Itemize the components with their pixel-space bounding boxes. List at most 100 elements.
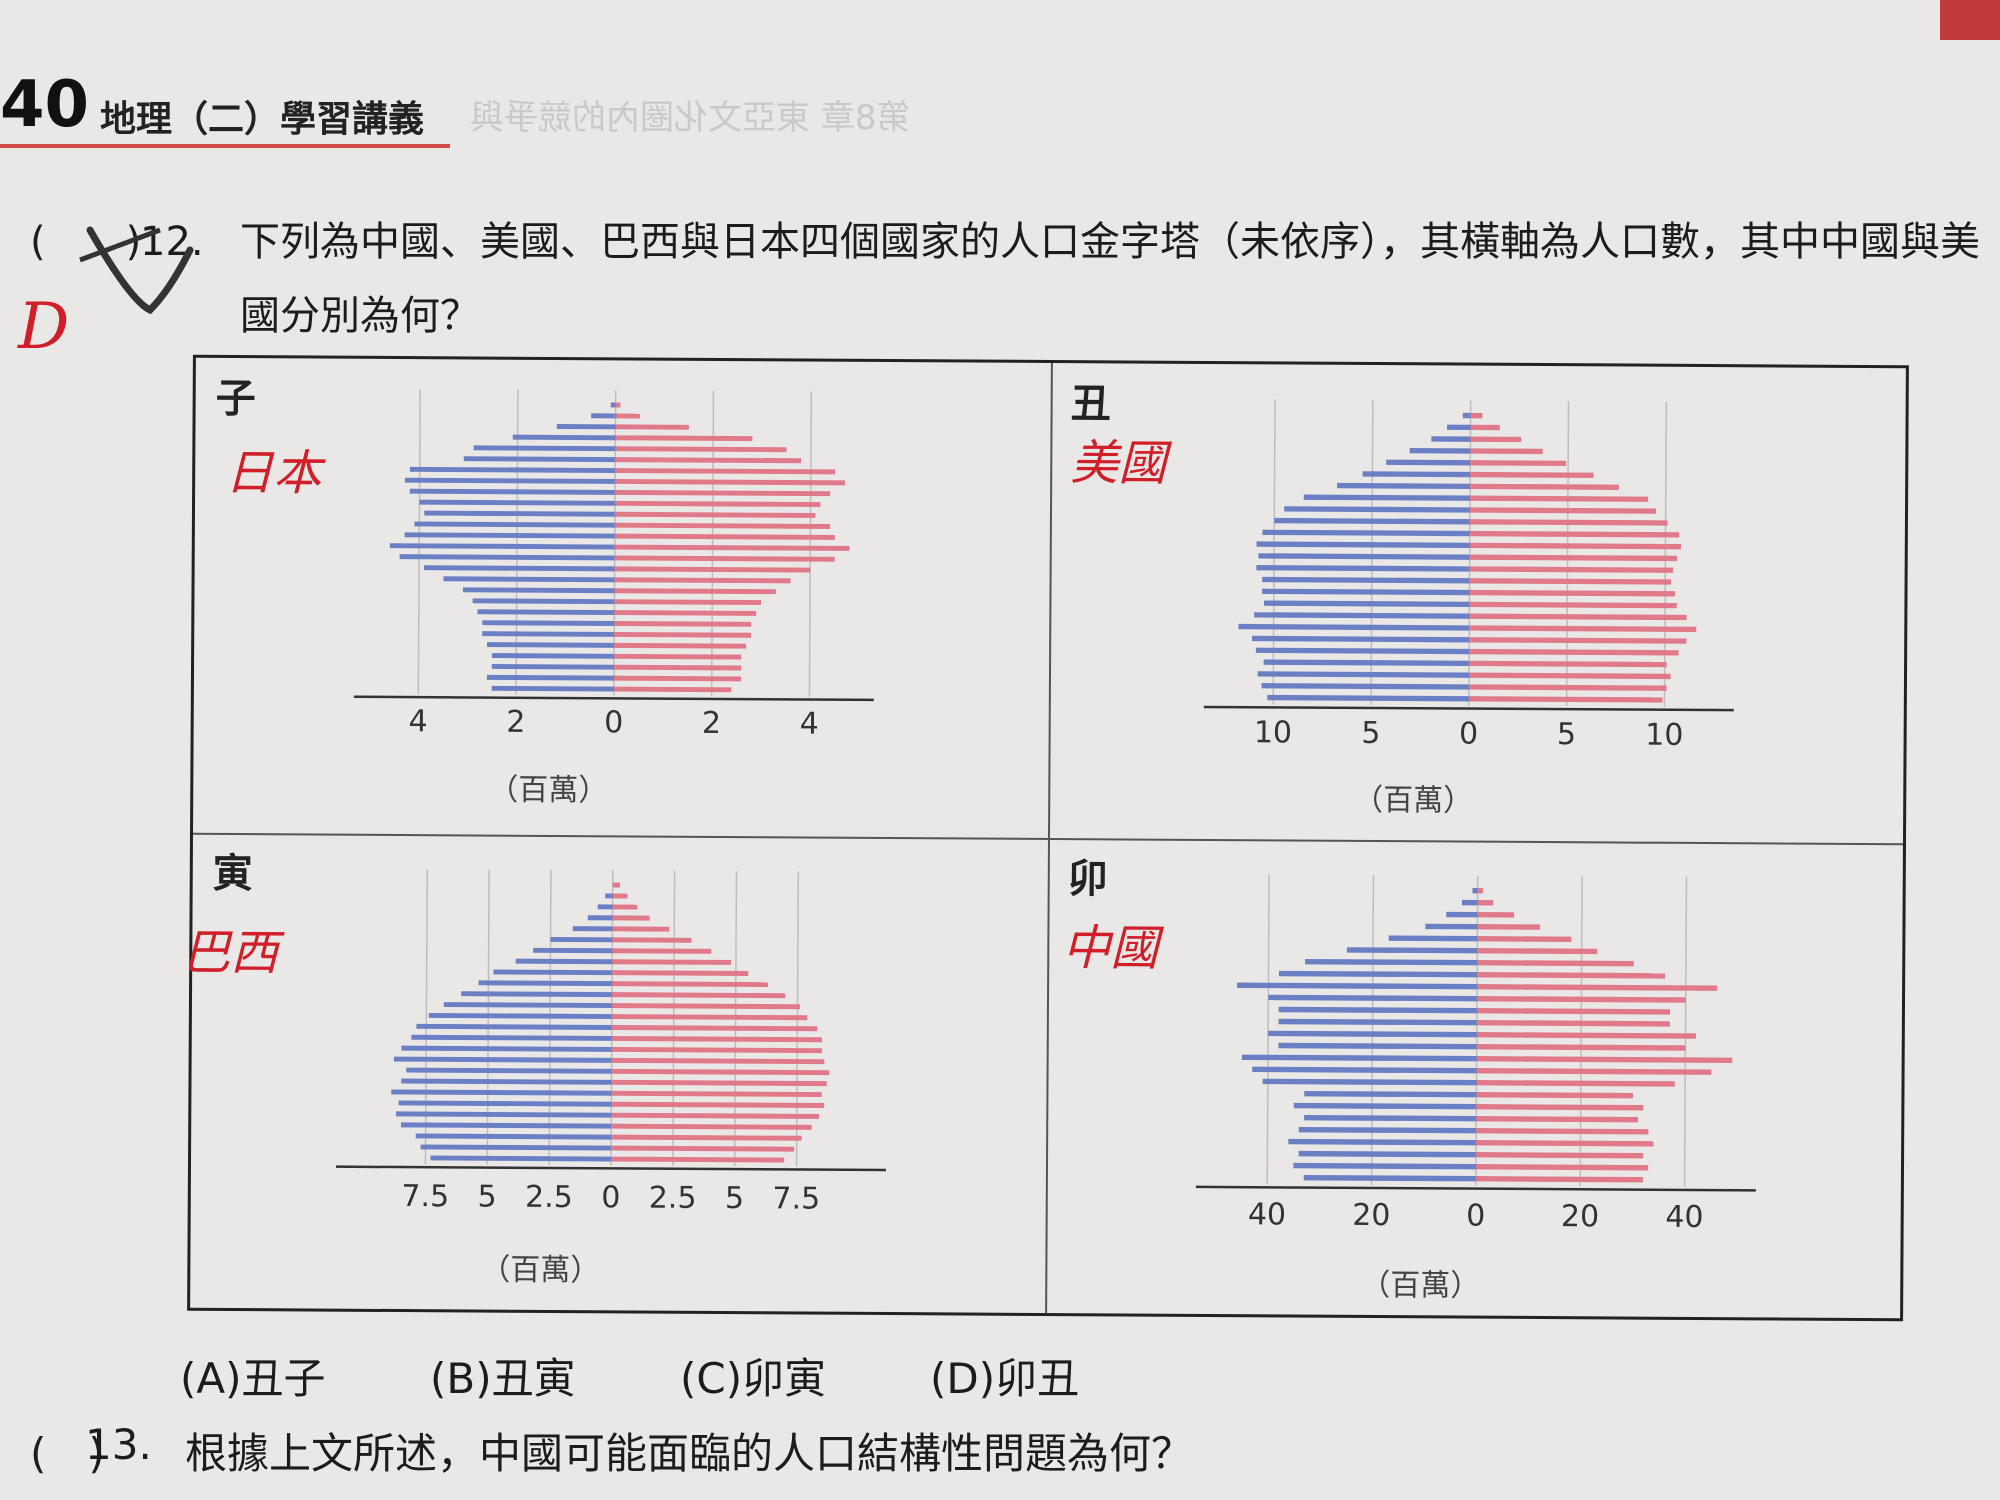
female-bar xyxy=(611,1046,822,1054)
female-bar xyxy=(1476,1092,1633,1099)
gridline xyxy=(1272,399,1276,705)
male-bar xyxy=(414,521,615,528)
pyramid-panel-mao: 40 20 0 20 40 卯 中國 （百萬） xyxy=(1045,838,1903,1318)
male-bar xyxy=(572,926,613,932)
question-number: 12. xyxy=(140,219,204,265)
male-bar xyxy=(419,499,616,506)
x-tick-label: 5 xyxy=(725,1181,744,1216)
male-bar xyxy=(1293,1162,1477,1170)
female-bar xyxy=(1475,1176,1643,1183)
male-bar xyxy=(406,1067,612,1074)
pyramid-panel-chou: 10 5 0 5 10 丑 美國 （百萬） xyxy=(1048,363,1906,843)
option-c[interactable]: (C)卯寅 xyxy=(680,1354,827,1403)
male-bar xyxy=(493,969,613,976)
male-bar xyxy=(1305,958,1478,966)
female-bar xyxy=(611,1145,795,1152)
male-bar xyxy=(1388,935,1478,942)
female-bar xyxy=(1476,1140,1654,1147)
female-bar xyxy=(1469,578,1672,585)
handwritten-answer: D xyxy=(18,290,70,364)
female-bar xyxy=(614,577,791,584)
female-bar xyxy=(1469,566,1674,573)
x-axis-unit: （百萬） xyxy=(480,1252,601,1289)
female-bar xyxy=(611,1156,785,1163)
female-bar xyxy=(1476,1080,1675,1087)
female-bar xyxy=(1476,1020,1670,1027)
female-bar xyxy=(1476,1056,1733,1063)
male-bar xyxy=(420,1144,612,1151)
female-bar xyxy=(614,533,835,540)
male-bar xyxy=(423,565,615,572)
male-bar xyxy=(1262,588,1470,596)
x-tick-label: 5 xyxy=(477,1180,496,1215)
female-bar xyxy=(611,1101,825,1108)
female-bar xyxy=(614,544,850,551)
male-bar xyxy=(1263,659,1470,667)
male-bar xyxy=(398,1100,612,1107)
x-axis xyxy=(335,1165,886,1172)
male-bar xyxy=(482,631,615,637)
male-bar xyxy=(1472,887,1478,894)
male-bar xyxy=(404,532,615,539)
female-bar xyxy=(1470,471,1594,478)
male-bar xyxy=(400,1122,612,1129)
pyramid-chart-zi: 4 2 0 2 4 xyxy=(353,389,874,742)
male-bar xyxy=(399,554,615,561)
x-axis xyxy=(1203,705,1734,712)
x-tick-label: 7.5 xyxy=(772,1181,820,1216)
female-bar xyxy=(615,402,621,408)
gridline xyxy=(1266,874,1270,1185)
female-bar xyxy=(1469,625,1697,633)
male-bar xyxy=(1362,471,1471,478)
female-bar xyxy=(612,904,638,910)
male-bar xyxy=(512,434,616,441)
male-bar xyxy=(409,488,616,495)
female-bar xyxy=(615,413,641,419)
male-bar xyxy=(1304,1090,1477,1098)
female-bar xyxy=(1477,948,1598,955)
female-bar xyxy=(614,511,816,518)
x-tick-label: 40 xyxy=(1248,1197,1286,1232)
female-bar xyxy=(1470,448,1543,455)
handwritten-country-note: 日本 xyxy=(225,444,322,502)
x-tick-label: 10 xyxy=(1645,718,1683,753)
female-bar xyxy=(615,435,753,442)
male-bar xyxy=(1257,671,1470,678)
male-bar xyxy=(1431,436,1471,442)
male-bar xyxy=(1288,1138,1477,1146)
female-bar xyxy=(1469,554,1678,562)
x-tick-label: 4 xyxy=(800,706,819,741)
male-bar xyxy=(597,904,613,910)
male-bar xyxy=(610,402,616,408)
male-bar xyxy=(1256,541,1470,549)
male-bar xyxy=(1298,1150,1477,1158)
female-bar xyxy=(1468,672,1671,680)
x-tick-label: 2.5 xyxy=(649,1181,697,1216)
option-d[interactable]: (D)卯丑 xyxy=(930,1354,1080,1403)
female-bar xyxy=(615,424,689,430)
female-bar xyxy=(611,1123,812,1130)
female-bar xyxy=(612,948,712,954)
male-bar xyxy=(401,1045,612,1052)
pyramid-panel-yin: 7.5 5 2.5 0 2.5 5 7.5 寅 巴西 （百萬） xyxy=(182,833,1048,1313)
female-bar xyxy=(1475,1164,1649,1171)
female-bar xyxy=(611,1068,830,1076)
female-bar xyxy=(1470,483,1619,490)
male-bar xyxy=(1386,459,1471,466)
x-tick-label: 20 xyxy=(1561,1199,1599,1234)
male-bar xyxy=(443,1002,612,1009)
male-bar xyxy=(1447,424,1471,431)
x-axis xyxy=(1195,1185,1756,1192)
answer-blank: ( ) xyxy=(30,1429,105,1478)
option-a[interactable]: (A)丑子 xyxy=(180,1354,326,1403)
female-bar xyxy=(612,915,650,921)
female-bar xyxy=(614,664,742,671)
male-bar xyxy=(533,947,613,954)
option-b[interactable]: (B)丑寅 xyxy=(430,1354,576,1403)
male-bar xyxy=(1303,494,1471,501)
male-bar xyxy=(491,685,614,692)
question-text: 根據上文所述，中國可能面臨的人口結構性問題為何？ xyxy=(185,1429,1194,1478)
page-number: 40 xyxy=(0,68,90,142)
female-bar xyxy=(1476,1044,1686,1051)
gridline xyxy=(1370,399,1374,705)
